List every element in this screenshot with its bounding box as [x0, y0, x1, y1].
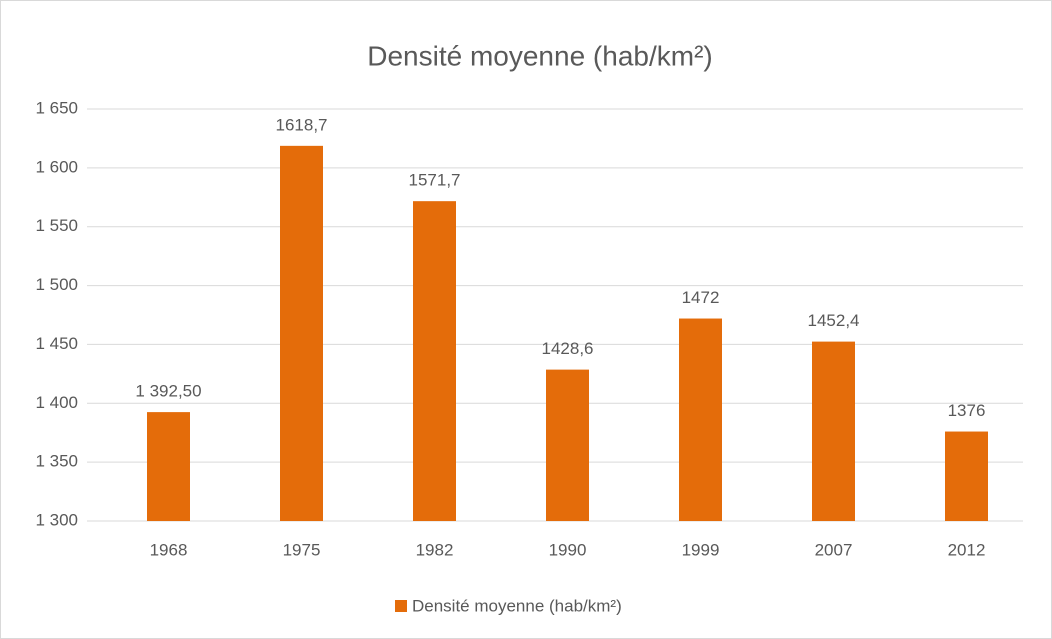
y-tick-label: 1 500: [35, 275, 78, 294]
data-label: 1452,4: [808, 311, 860, 330]
data-label: 1428,6: [542, 339, 594, 358]
y-tick-label: 1 600: [35, 157, 78, 176]
y-tick-label: 1 650: [35, 98, 78, 117]
data-label: 1618,7: [276, 115, 328, 134]
legend-swatch: [395, 600, 407, 612]
data-label: 1472: [682, 288, 720, 307]
data-label: 1376: [948, 401, 986, 420]
y-tick-label: 1 400: [35, 393, 78, 412]
y-tick-label: 1 300: [35, 510, 78, 529]
x-tick-label: 2012: [948, 540, 986, 559]
x-tick-label: 2007: [815, 540, 853, 559]
y-tick-label: 1 550: [35, 216, 78, 235]
bar: [280, 145, 323, 521]
y-tick-label: 1 350: [35, 452, 78, 471]
y-tick-label: 1 450: [35, 334, 78, 353]
x-tick-label: 1982: [416, 540, 454, 559]
legend-label: Densité moyenne (hab/km²): [412, 596, 622, 615]
data-label: 1571,7: [409, 171, 461, 190]
bar: [679, 318, 722, 521]
chart-title: Densité moyenne (hab/km²): [367, 40, 712, 71]
data-label: 1 392,50: [135, 382, 201, 401]
x-tick-label: 1968: [150, 540, 188, 559]
bar: [413, 201, 456, 521]
bar: [147, 412, 190, 521]
bar: [812, 341, 855, 521]
x-tick-label: 1990: [549, 540, 587, 559]
bar: [945, 431, 988, 521]
x-tick-label: 1975: [283, 540, 321, 559]
x-tick-label: 1999: [682, 540, 720, 559]
bar: [546, 369, 589, 521]
